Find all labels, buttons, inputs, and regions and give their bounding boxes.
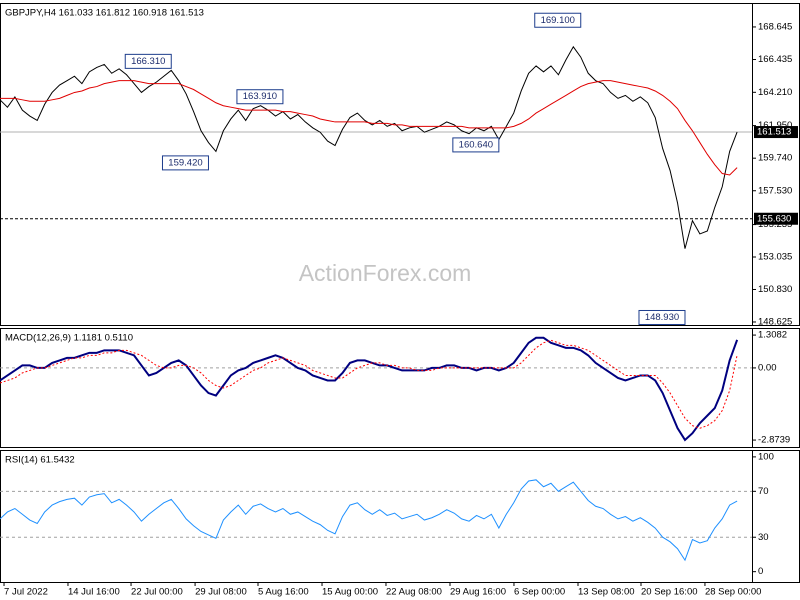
panel-title: RSI(14) 61.5432 (5, 455, 75, 466)
price-label-box (754, 126, 798, 139)
panel-title: MACD(12,26,9) 1.1181 0.5110 (5, 333, 133, 344)
series-line (0, 339, 738, 429)
x-tick-label: 5 Aug 16:00 (258, 587, 309, 598)
annotation-box (638, 309, 686, 325)
y-tick-label: 30 (758, 532, 769, 543)
annotation-box (236, 89, 284, 105)
x-tick-label: 14 Jul 16:00 (68, 587, 120, 598)
y-tick-label: 153.035 (758, 252, 792, 263)
annotation-label: 166.310 (131, 56, 165, 67)
series-line (0, 336, 739, 442)
panel-title: GBPJPY,H4 161.033 161.812 160.918 161.51… (5, 8, 204, 19)
y-tick-label: 159.740 (758, 153, 792, 164)
annotation-box (452, 137, 500, 153)
x-tick-label: 13 Sep 08:00 (578, 587, 635, 598)
series-line (0, 80, 738, 176)
x-tick-label: 7 Jul 2022 (4, 587, 48, 598)
y-tick-label: 166.435 (758, 54, 792, 65)
annotation-label: 160.640 (459, 139, 493, 150)
y-tick-label: 1.3082 (758, 330, 787, 341)
price-label: 161.513 (757, 127, 791, 138)
annotation-label: 148.930 (645, 312, 679, 323)
x-tick-label: 20 Sep 16:00 (641, 587, 698, 598)
y-tick-label: 100 (758, 451, 774, 462)
x-tick-label: 29 Aug 16:00 (450, 587, 506, 598)
annotation-label: 169.100 (541, 15, 575, 26)
annotation-box (161, 155, 209, 171)
y-tick-label: 0.00 (758, 362, 777, 373)
x-tick-label: 15 Aug 00:00 (322, 587, 378, 598)
x-tick-label: 28 Sep 00:00 (705, 587, 762, 598)
price-label-box (754, 212, 798, 225)
y-tick-label: 0 (758, 566, 763, 577)
y-tick-label: -2.8739 (758, 435, 790, 446)
watermark: ActionForex.com (299, 260, 472, 286)
y-tick-label: 148.625 (758, 316, 792, 327)
x-tick-label: 22 Aug 08:00 (386, 587, 442, 598)
price-label: 155.630 (757, 213, 791, 224)
series-line (0, 479, 738, 562)
annotation-box (534, 12, 582, 28)
y-tick-label: 70 (758, 486, 769, 497)
x-tick-label: 22 Jul 00:00 (131, 587, 183, 598)
x-tick-label: 29 Jul 08:00 (195, 587, 247, 598)
annotation-box (124, 53, 172, 69)
y-tick-label: 168.645 (758, 21, 792, 32)
annotation-label: 163.910 (243, 91, 277, 102)
x-tick-label: 6 Sep 00:00 (514, 587, 565, 598)
y-tick-label: 161.950 (758, 120, 792, 131)
y-tick-label: 150.830 (758, 284, 792, 295)
y-tick-label: 164.210 (758, 87, 792, 98)
y-tick-label: 157.530 (758, 185, 792, 196)
annotation-label: 159.420 (168, 157, 202, 168)
